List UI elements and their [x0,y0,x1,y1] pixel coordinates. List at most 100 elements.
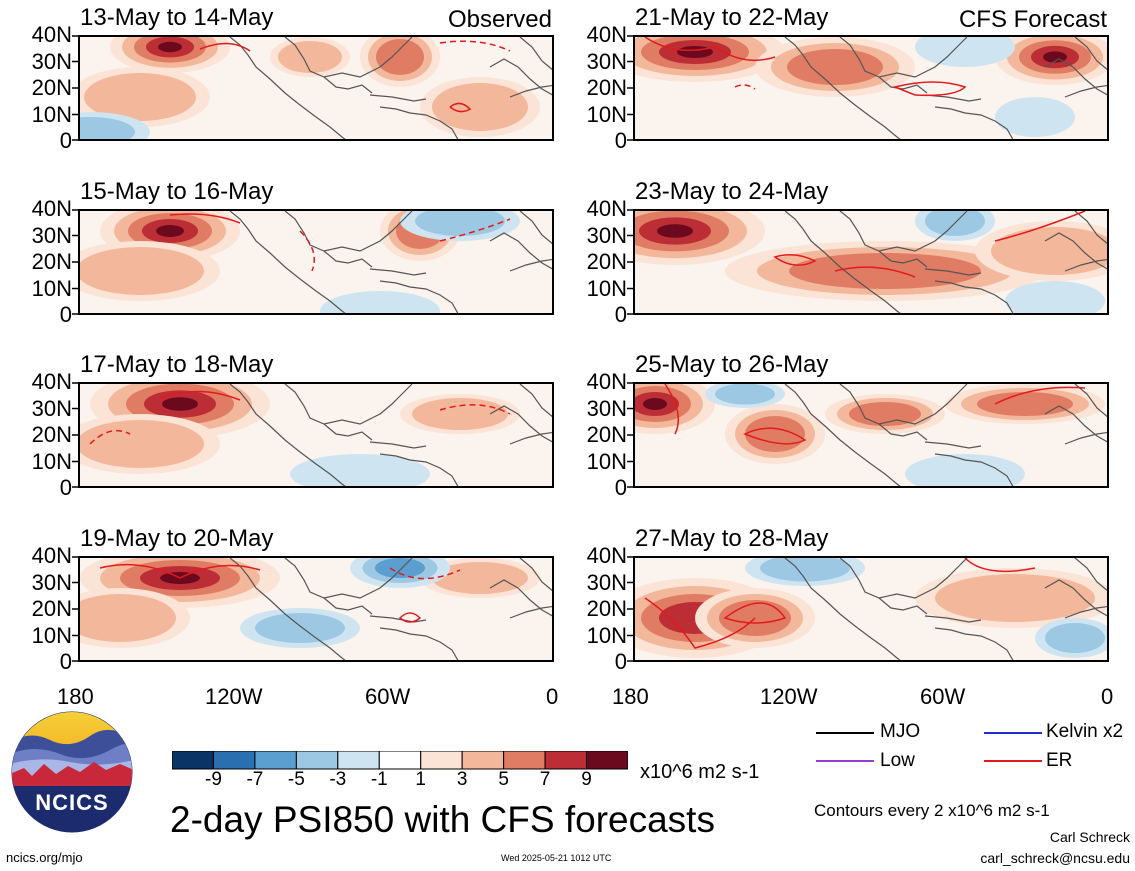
er-contour [994,386,1086,405]
coastline [489,58,552,96]
coastline [924,268,982,276]
anomaly-shading [432,83,528,131]
anomaly-shading [80,420,204,468]
map-canvas [80,384,552,486]
coastline [878,597,928,615]
coastline [323,250,373,268]
colorbar [172,751,628,770]
lat-tick-marks [627,35,633,141]
map-canvas [80,558,552,660]
map-panel-2 [78,209,554,315]
lat-tick-marks [627,209,633,315]
anomaly-shading [162,397,198,411]
lat-tick: 10N [31,275,72,301]
anomaly-shading [278,41,342,73]
lat-tick: 40N [586,369,627,394]
er-contour [449,102,472,113]
anomaly-shading [375,558,425,578]
anomaly-shading [80,594,176,642]
coastline [1064,605,1107,619]
coastline [1064,84,1107,98]
coastline [229,211,346,313]
lat-tick: 30N [586,569,627,595]
panel-date-3: 23-May to 24-May [635,178,829,205]
lat-tick: 10N [31,101,72,127]
coastline [784,558,901,660]
er-contour [664,384,680,435]
anomaly-shading [935,574,1095,622]
colorbar-swatch [172,751,214,770]
coastline [519,384,552,418]
lat-tick-marks [72,209,78,315]
coastline [934,627,1014,660]
map-canvas [635,558,1107,660]
lat-tick-marks [627,382,633,488]
lat-tick: 10N [586,448,627,474]
colorbar-swatch [337,751,380,770]
lon-tick-right-0: 0 [1101,684,1114,709]
panel-date-1: 21-May to 22-May [635,4,829,31]
lat-tick: 0 [59,302,72,327]
map-canvas [635,37,1107,139]
anomaly-shading [787,49,883,85]
lat-tick: 10N [586,275,627,301]
er-contour [723,602,787,624]
coastline [1044,405,1107,443]
lat-tick: 0 [614,475,627,500]
lon-tick-left-180: 180 [57,684,94,709]
ncics-logo: NCICS [10,710,134,834]
panel-source-0: Observed [447,6,552,33]
lat-tick: 20N [31,422,72,447]
author-email: carl_schreck@ncsu.edu [980,850,1130,866]
er-contour [169,213,241,224]
legend-kelvin-label: Kelvin x2 [1046,721,1124,742]
site-url: ncics.org/mjo [6,850,83,865]
anomaly-shading [915,37,1015,67]
lat-tick: 40N [586,22,627,47]
lat-tick: 20N [31,75,72,100]
colorbar-tick-label: 1 [415,769,427,790]
colorbar-swatch [295,751,339,770]
legend-lines [816,732,1042,762]
coastline [509,258,552,272]
coastline [924,441,982,449]
lat-tick: 40N [31,196,72,221]
colorbar-swatch [544,751,588,770]
coastline [1074,211,1107,245]
lat-tick: 30N [31,395,72,421]
lat-tick-marks [72,35,78,141]
lon-tick-left-120w: 120W [205,684,263,709]
colorbar-tick-label: -5 [287,769,305,790]
er-contour [439,40,511,52]
coastline [1074,384,1107,418]
coastline [379,280,459,313]
coastline [934,280,1014,313]
author: Carl Schreck [1049,829,1130,845]
figure-title: 2-day PSI850 with CFS forecasts [170,799,715,840]
coastline [229,37,346,139]
coastline [284,384,413,425]
colorbar-tick-label: -3 [329,769,347,790]
colorbar-tick-label: 5 [498,769,509,790]
colorbar-swatch [254,751,297,770]
lat-tick: 0 [59,475,72,500]
coastline [784,37,901,139]
panel-date-4: 17-May to 18-May [80,351,274,378]
map-canvas [80,211,552,313]
coastline [924,615,982,623]
lat-tick: 10N [586,622,627,648]
lat-tick: 10N [586,101,627,127]
anomaly-shading [1045,623,1105,653]
timestamp: Wed 2025-05-21 1012 UTC [501,853,612,863]
lat-tick: 40N [31,369,72,394]
coastline [379,627,459,660]
lat-tick: 40N [31,543,72,568]
map-panel-1 [633,35,1109,141]
lon-tick-right-180: 180 [612,684,649,709]
coastline [323,76,373,94]
panel-date-7: 27-May to 28-May [635,525,829,552]
lat-tick: 0 [59,649,72,674]
lat-tick: 30N [586,48,627,74]
map-panel-0 [78,35,554,141]
map-panel-5 [633,382,1109,488]
